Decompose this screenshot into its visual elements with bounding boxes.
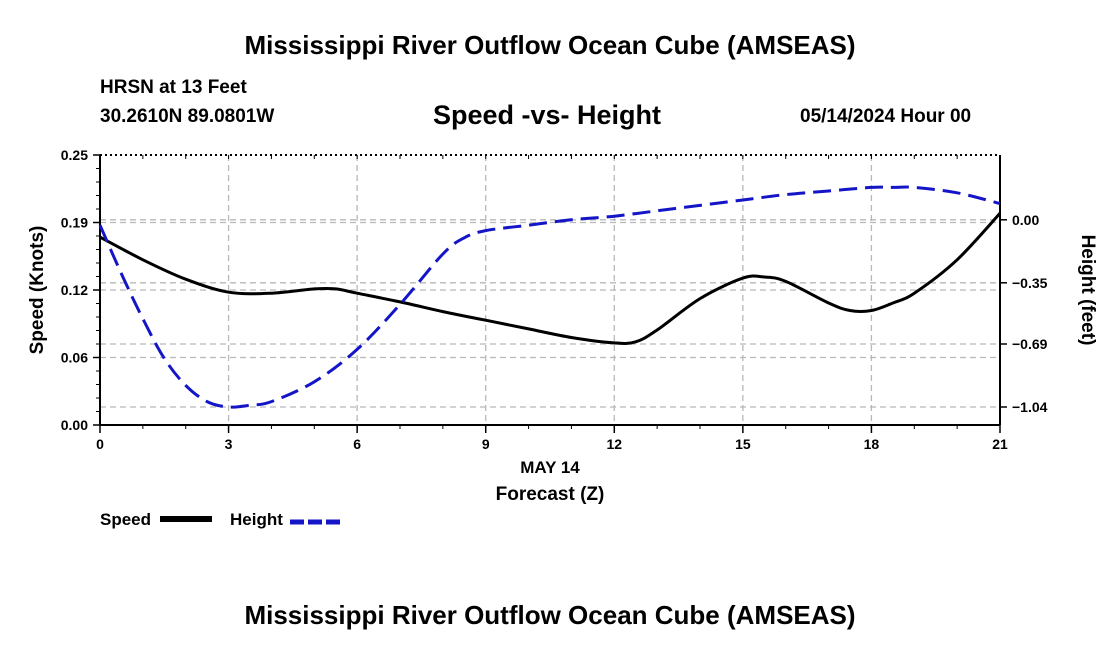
station-label: HRSN at 13 Feet — [100, 77, 247, 98]
y-axis-right-title: Height (feet) — [1077, 235, 1098, 346]
x-tick-label: 18 — [864, 436, 880, 452]
series-line-speed — [99, 212, 1002, 345]
x-tick-label: 0 — [96, 436, 104, 452]
x-tick-label: 21 — [992, 436, 1008, 452]
y-right-tick-label: −0.35 — [1012, 275, 1048, 291]
y-left-tick-label: 0.19 — [61, 215, 88, 231]
x-axis-date-label: MAY 14 — [520, 458, 580, 477]
y-right-tick-label: 0.00 — [1012, 212, 1039, 228]
forecast-date: 05/14/2024 Hour 00 — [800, 106, 972, 127]
x-axis-title: Forecast (Z) — [496, 484, 605, 505]
y-left-tick-label: 0.25 — [61, 147, 88, 163]
y-left-tick-label: 0.00 — [61, 417, 88, 433]
legend-height-label: Height — [230, 510, 283, 529]
x-tick-label: 3 — [225, 436, 233, 452]
chart-subtitle: Speed -vs- Height — [433, 100, 662, 130]
x-tick-label: 6 — [353, 436, 361, 452]
legend-height-swatch — [290, 514, 342, 525]
y-axis-left-title: Speed (Knots) — [27, 226, 48, 355]
x-tick-label: 15 — [735, 436, 751, 452]
station-coordinates: 30.2610N 89.0801W — [100, 106, 275, 127]
y-right-tick-label: −1.04 — [1012, 399, 1048, 415]
legend-speed-swatch — [160, 516, 212, 522]
x-tick-label: 12 — [606, 436, 622, 452]
x-tick-label: 9 — [482, 436, 490, 452]
footer-title: Mississippi River Outflow Ocean Cube (AM… — [244, 600, 856, 630]
y-left-tick-label: 0.06 — [61, 350, 88, 366]
y-left-tick-label: 0.12 — [61, 282, 88, 298]
chart-title: Mississippi River Outflow Ocean Cube (AM… — [244, 30, 856, 60]
series-line-height — [98, 185, 1001, 409]
y-right-tick-label: −0.69 — [1012, 336, 1048, 352]
legend-speed-label: Speed — [100, 510, 152, 529]
